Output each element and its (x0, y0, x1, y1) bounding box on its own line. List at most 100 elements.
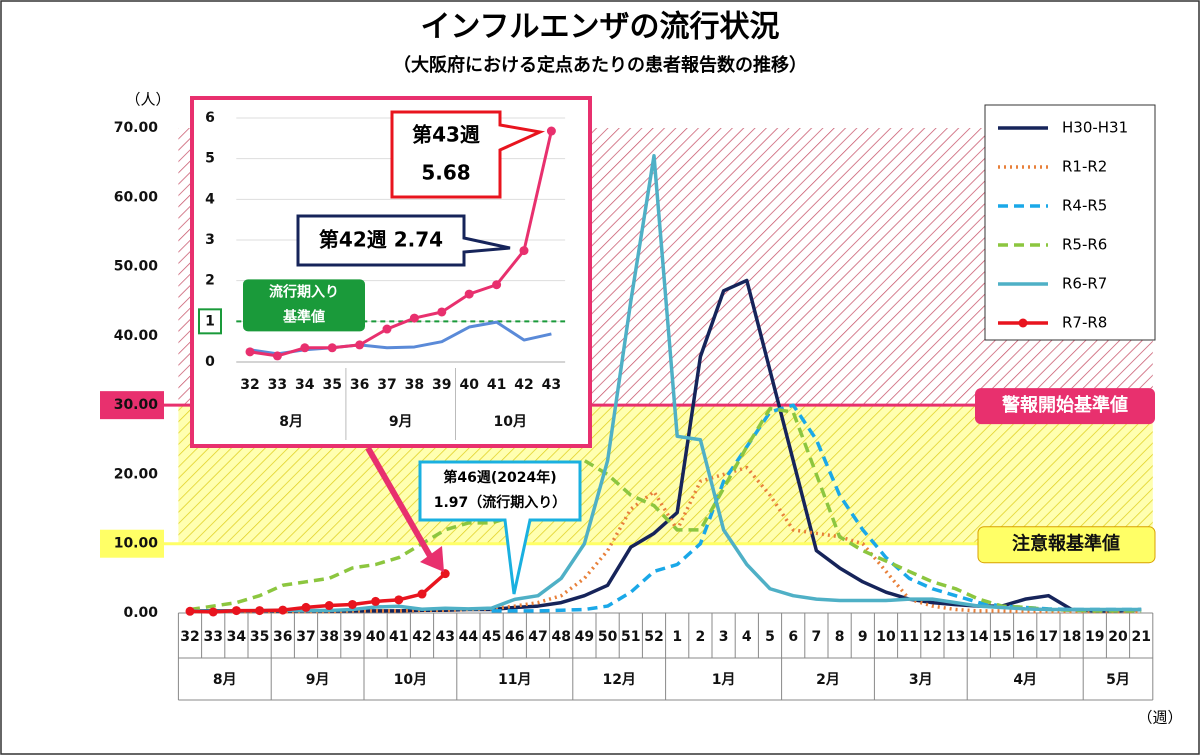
pointer-arrow (365, 446, 444, 572)
point (272, 351, 282, 361)
month-label: 11月 (498, 672, 531, 688)
month-label: 2月 (816, 672, 840, 688)
month-label: 10月 (494, 414, 527, 430)
x-tick-label: 32 (180, 629, 199, 645)
point (437, 307, 447, 317)
month-label: 3月 (909, 672, 933, 688)
point (185, 606, 195, 616)
x-tick-label: 36 (273, 629, 292, 645)
legend: H30-H31 R1-R2 R4-R5 R5-R6 R6-R7 R7-R8 (984, 104, 1156, 341)
y-tick-label: 5 (205, 151, 215, 167)
series-line (189, 406, 1142, 613)
threshold-badge (977, 526, 1156, 564)
callout-43: 第43週 5.68 (390, 110, 546, 199)
y-tick-label: 2 (205, 273, 215, 289)
x-unit: （週） (1137, 709, 1182, 727)
point (231, 606, 241, 616)
legend-label: R7-R8 (1062, 314, 1107, 332)
y-tick-label: 30.00 (114, 397, 159, 413)
callout-text: 1.97（流行期入り） (434, 494, 567, 511)
x-tick-label: 40 (459, 377, 479, 393)
point (327, 343, 337, 353)
x-tick-label: 39 (343, 629, 362, 645)
x-tick-label: 7 (812, 629, 822, 645)
month-label: 5月 (1106, 672, 1130, 688)
y-tick-label: 70.00 (114, 120, 159, 136)
x-tick-label: 41 (389, 629, 408, 645)
point (255, 606, 265, 616)
x-tick-label: 42 (514, 377, 533, 393)
tick-highlight (198, 308, 222, 335)
x-tick-label: 15 (992, 629, 1011, 645)
point (208, 607, 218, 617)
x-tick-label: 16 (1015, 629, 1034, 645)
x-tick-label: 45 (482, 629, 501, 645)
callout-42: 第42週 2.74 (296, 214, 511, 267)
tick-highlight (100, 391, 164, 420)
x-tick-label: 46 (505, 629, 524, 645)
month-label: 12月 (602, 672, 635, 688)
callout-text: 第43週 (412, 123, 480, 147)
month-label: 9月 (389, 414, 413, 430)
y-tick-label: 1 (205, 313, 215, 329)
x-tick-label: 4 (742, 629, 752, 645)
point (519, 246, 529, 256)
x-tick-label: 13 (946, 629, 965, 645)
x-tick-label: 42 (412, 629, 431, 645)
y-tick-label: 4 (205, 191, 215, 207)
x-tick-label: 34 (295, 377, 315, 393)
x-tick-label: 3 (719, 629, 729, 645)
y-tick-label: 0 (205, 354, 215, 370)
x-tick-label: 19 (1085, 629, 1104, 645)
point (409, 313, 419, 323)
x-tick-label: 50 (598, 629, 618, 645)
y-tick-label: 3 (205, 232, 215, 248)
y-tick-label: 40.00 (114, 328, 159, 344)
x-tick-label: 38 (405, 377, 424, 393)
point (371, 596, 381, 606)
x-tick-label: 52 (644, 629, 663, 645)
callout-46: 第46週(2024年) 1.97（流行期入り） (418, 460, 582, 595)
x-tick-label: 48 (551, 629, 570, 645)
x-tick-label: 41 (487, 377, 506, 393)
x-tick-label: 39 (432, 377, 451, 393)
legend-box (984, 104, 1156, 341)
x-tick-label: 51 (621, 629, 640, 645)
x-tick-label: 14 (969, 629, 989, 645)
x-tick-label: 1 (672, 629, 682, 645)
chart-subtitle: （大阪府における定点あたりの患者報告数の推移） (393, 54, 807, 76)
x-tick-label: 44 (459, 629, 479, 645)
threshold-label: 流行期入り (269, 283, 339, 300)
series-line (189, 153, 1142, 614)
point (347, 599, 357, 609)
y-unit: （人） (125, 91, 170, 109)
x-tick-label: 20 (1108, 629, 1128, 645)
threshold-label: 警報開始基準値 (1002, 394, 1128, 416)
y-tick-label: 10.00 (114, 536, 159, 552)
point (300, 343, 310, 353)
callout-text: 第42週 2.74 (319, 228, 443, 252)
x-tick-label: 11 (899, 629, 918, 645)
x-tick-label: 49 (575, 629, 594, 645)
x-tick-label: 12 (923, 629, 942, 645)
month-label: 1月 (712, 672, 736, 688)
x-tick-label: 21 (1131, 629, 1150, 645)
month-label: 8月 (279, 414, 303, 430)
point (355, 340, 365, 350)
x-tick-label: 37 (377, 377, 396, 393)
y-tick-label: 0.00 (123, 605, 158, 621)
y-tick-label: 20.00 (114, 466, 159, 482)
x-tick-label: 47 (528, 629, 547, 645)
tick-highlight (100, 529, 164, 558)
point (301, 602, 311, 612)
x-tick-label: 38 (319, 629, 338, 645)
point (278, 605, 288, 615)
x-tick-label: 36 (350, 377, 369, 393)
x-tick-label: 17 (1039, 629, 1058, 645)
y-tick-label: 60.00 (114, 189, 159, 205)
point (417, 589, 427, 599)
x-tick-label: 6 (788, 629, 798, 645)
legend-label: R5-R6 (1062, 236, 1107, 254)
y-tick-label: 50.00 (114, 259, 159, 275)
